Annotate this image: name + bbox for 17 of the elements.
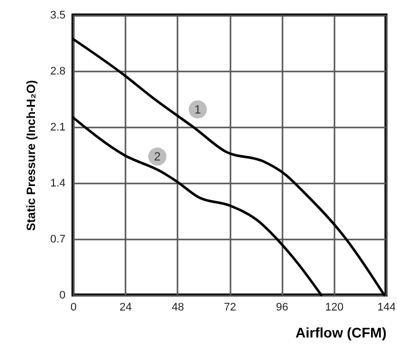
x-tick-label: 120 <box>325 302 344 314</box>
y-tick-label: 0.7 <box>50 234 66 246</box>
x-tick-label: 48 <box>172 302 184 314</box>
annotation: 2 <box>154 150 161 164</box>
y-tick-label: 2.8 <box>50 66 66 78</box>
y-tick-label: 3.5 <box>50 10 66 22</box>
y-axis-title: Static Pressure (Inch-H₂O) <box>24 80 38 231</box>
x-tick-label: 144 <box>377 302 396 314</box>
y-tick-label: 1.4 <box>50 178 66 190</box>
x-tick-label: 72 <box>224 302 236 314</box>
x-tick-label: 24 <box>120 302 132 314</box>
y-tick-label: 2.1 <box>50 122 66 134</box>
annotation: 1 <box>194 102 202 116</box>
x-axis-title: Airflow (CFM) <box>296 324 386 340</box>
x-tick-label: 96 <box>276 302 288 314</box>
y-tick-label: 0 <box>59 290 66 302</box>
x-tick-label: 0 <box>70 302 77 314</box>
